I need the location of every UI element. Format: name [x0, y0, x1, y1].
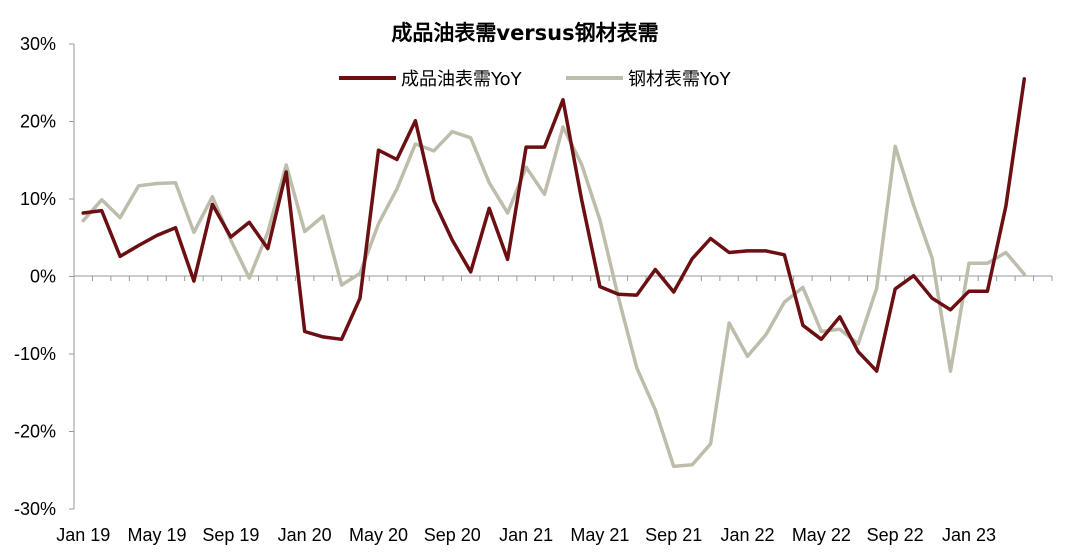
series-layer: [81, 77, 1027, 469]
series-points-oil: [83, 78, 1025, 372]
x-tick-label: Sep 22: [867, 525, 924, 545]
x-tick-label: May 20: [349, 525, 408, 545]
x-tick-label: Sep 20: [424, 525, 481, 545]
y-tick-label: -30%: [14, 499, 56, 519]
series-points-steel: [83, 126, 1025, 467]
y-tick-label: 30%: [20, 34, 56, 54]
y-tick-label: 20%: [20, 112, 56, 132]
legend-label-steel: 钢材表需YoY: [628, 69, 732, 90]
x-tick-label: May 19: [128, 525, 187, 545]
y-tick-label: 10%: [20, 189, 56, 209]
x-tick-label: May 22: [792, 525, 851, 545]
legend-label-oil: 成品油表需YoY: [401, 69, 523, 90]
x-tick-label: Jan 23: [942, 525, 996, 545]
y-tick-label: -20%: [14, 422, 56, 442]
x-tick-label: Jan 22: [721, 525, 775, 545]
x-tick-label: Jan 21: [499, 525, 553, 545]
x-axis: Jan 19 May 19 Sep 19 Jan 20 May 20 Sep 20 Jan …: [56, 275, 1053, 545]
y-tick-label: -10%: [14, 344, 56, 364]
y-tick-label: 0%: [30, 267, 56, 287]
x-tick-label: Sep 21: [645, 525, 702, 545]
x-tick-label: Sep 19: [202, 525, 259, 545]
y-axis: 30% 20% 10% 0% -10% -20% -30%: [14, 34, 75, 519]
series-line-steel: [81, 125, 1027, 469]
series-line-oil: [81, 77, 1027, 373]
x-tick-label: Jan 20: [278, 525, 332, 545]
legend: 成品油表需YoY 钢材表需YoY: [339, 69, 732, 90]
chart-title: 成品油表需versus钢材表需: [391, 21, 658, 45]
x-tick-label: May 21: [570, 525, 629, 545]
x-tick-label: Jan 19: [56, 525, 110, 545]
